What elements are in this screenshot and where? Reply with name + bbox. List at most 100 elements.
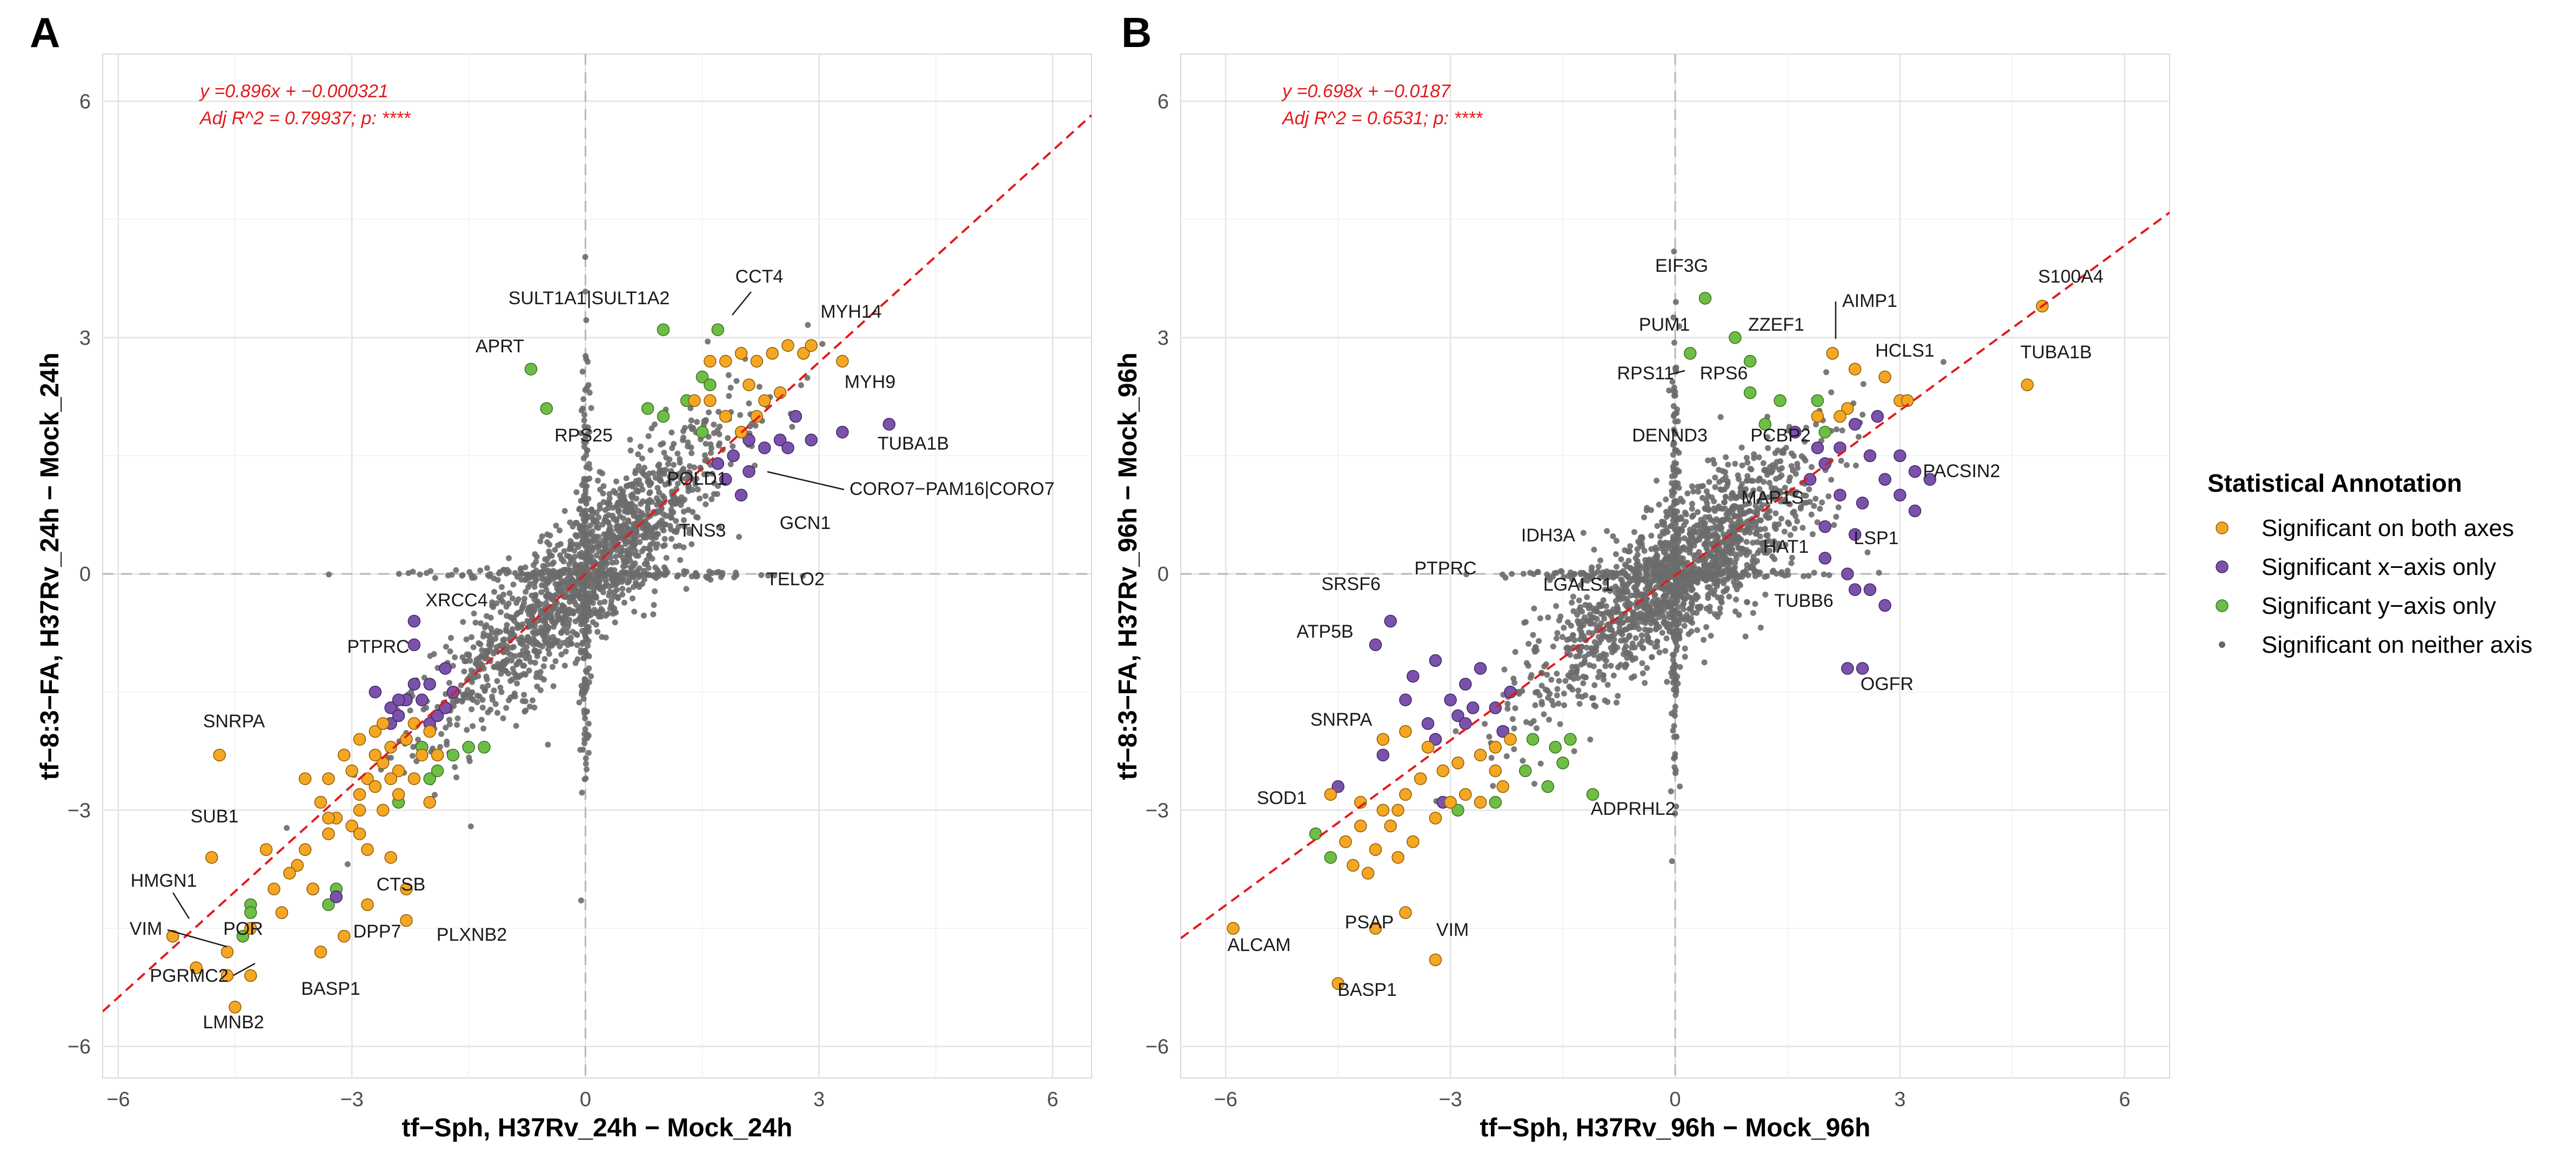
point-neither: [1580, 680, 1587, 686]
point-neither: [573, 533, 580, 540]
point-neither: [547, 612, 554, 619]
point-neither: [561, 548, 567, 554]
point-x-only: [727, 449, 740, 463]
point-neither: [1622, 561, 1628, 568]
point-both: [719, 354, 732, 368]
point-neither: [476, 655, 482, 661]
point-neither: [1661, 614, 1668, 621]
point-neither: [1725, 461, 1731, 468]
point-neither: [480, 633, 486, 640]
point-neither: [691, 464, 698, 471]
point-neither: [702, 452, 708, 458]
point-both: [283, 867, 296, 880]
point-neither: [693, 572, 700, 578]
point-neither: [736, 534, 742, 540]
point-neither: [477, 641, 484, 647]
point-neither: [1684, 490, 1691, 497]
point-neither: [1591, 652, 1597, 658]
point-neither: [561, 508, 568, 514]
point-x-only: [1444, 693, 1457, 707]
point-both: [322, 812, 335, 825]
point-neither: [1814, 519, 1821, 526]
point-neither: [558, 651, 565, 658]
point-neither: [1613, 699, 1620, 706]
point-neither: [1787, 474, 1794, 481]
point-neither: [630, 595, 636, 601]
point-neither: [1789, 554, 1795, 561]
point-neither: [577, 747, 584, 753]
point-neither: [649, 555, 655, 562]
point-neither: [1712, 484, 1718, 490]
point-neither: [1681, 535, 1688, 541]
point-x-only: [392, 709, 405, 722]
point-both: [400, 882, 413, 895]
point-neither: [632, 504, 638, 510]
point-neither: [1521, 619, 1528, 626]
point-neither: [1690, 512, 1697, 519]
point-neither: [1718, 548, 1725, 555]
point-neither: [1583, 674, 1589, 681]
panel-a-y-axis-title: tf−8:3−FA, H37Rv_24h − Mock_24h: [36, 352, 64, 780]
point-neither: [656, 461, 663, 468]
point-neither: [1655, 561, 1662, 567]
point-neither: [1703, 533, 1709, 540]
point-both: [423, 725, 436, 738]
point-neither: [663, 466, 669, 473]
point-neither: [1772, 510, 1779, 517]
point-neither: [1602, 663, 1609, 669]
point-both: [742, 378, 755, 391]
point-neither: [1811, 570, 1817, 576]
point-neither: [625, 502, 631, 508]
point-neither: [1717, 572, 1723, 578]
point-both: [166, 929, 179, 943]
point-neither: [1482, 721, 1488, 727]
point-both: [1354, 819, 1367, 833]
point-neither: [1626, 632, 1632, 639]
point-neither: [1742, 527, 1749, 533]
point-neither: [737, 412, 744, 418]
point-neither: [1555, 700, 1562, 707]
point-neither: [530, 635, 537, 642]
point-neither: [680, 508, 687, 515]
point-x-only: [1818, 520, 1832, 533]
point-neither: [1838, 458, 1844, 464]
point-neither: [613, 559, 620, 565]
point-neither: [580, 554, 587, 560]
point-neither: [1694, 627, 1701, 633]
point-both: [1489, 741, 1502, 754]
point-neither: [1670, 387, 1677, 394]
point-neither: [417, 571, 423, 578]
gene-label: SUB1: [191, 806, 239, 827]
point-neither: [497, 685, 504, 691]
panel-a-gene-labels: SULT1A1|SULT1A2 CCT4 MYH14 APRT MYH9 TUBA1B RP…: [130, 266, 1055, 1033]
point-neither: [1694, 570, 1701, 576]
point-neither: [1755, 477, 1761, 484]
point-y-only: [704, 378, 717, 391]
point-neither: [660, 571, 666, 577]
point-neither: [1672, 558, 1679, 564]
point-neither: [1537, 615, 1543, 621]
point-neither: [581, 439, 587, 445]
point-neither: [1662, 648, 1669, 654]
point-neither: [525, 584, 532, 591]
point-neither: [656, 509, 663, 515]
point-neither: [805, 322, 811, 328]
point-both: [704, 394, 717, 407]
point-neither: [597, 468, 603, 475]
point-neither: [600, 499, 607, 505]
point-neither: [1575, 687, 1582, 694]
point-neither: [1940, 359, 1946, 365]
point-neither: [1570, 593, 1576, 600]
point-neither: [1570, 632, 1576, 638]
point-neither: [657, 473, 664, 480]
point-neither: [1627, 578, 1633, 585]
point-neither: [1732, 582, 1738, 589]
y-tick-label: 0: [1157, 563, 1169, 586]
point-neither: [546, 548, 552, 554]
point-neither: [494, 678, 500, 684]
point-neither: [1631, 529, 1637, 535]
point-neither: [463, 636, 470, 642]
point-neither: [771, 572, 778, 579]
point-neither: [498, 671, 504, 677]
point-neither: [503, 604, 510, 610]
